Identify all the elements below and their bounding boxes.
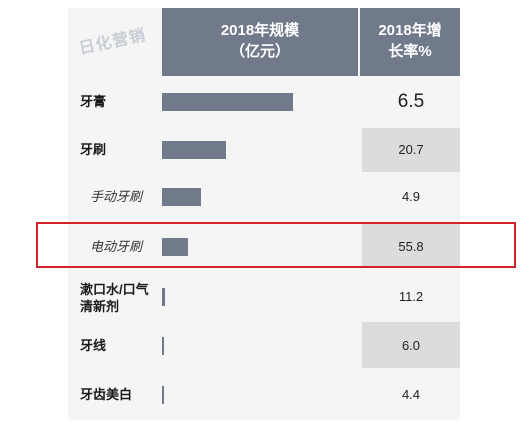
- bar-scale: [162, 337, 164, 355]
- category-label: 牙刷: [80, 142, 107, 157]
- category-label: 牙线: [80, 338, 107, 353]
- growth-value: 11.2: [398, 289, 424, 304]
- bar-scale: [162, 93, 293, 111]
- bar-scale: [162, 188, 201, 206]
- growth-cell-bg: [362, 322, 460, 368]
- growth-value: 4.4: [401, 387, 421, 402]
- growth-value: 6.5: [397, 91, 425, 112]
- growth-value: 20.7: [398, 142, 424, 157]
- growth-cell-bg: [362, 128, 460, 172]
- bar-scale: [162, 238, 188, 256]
- bar-scale: [162, 141, 226, 159]
- category-label: 牙膏: [80, 94, 107, 109]
- bar-scale: [162, 288, 165, 306]
- category-label: 漱口水/口气 清新剂: [80, 282, 149, 314]
- category-label: 牙齿美白: [80, 387, 133, 402]
- header-growth-label: 2018年增 长率%: [378, 22, 442, 60]
- bar-scale: [162, 386, 164, 404]
- growth-value: 55.8: [398, 239, 424, 254]
- header-growth: 2018年增 长率%: [360, 8, 460, 76]
- growth-value: 6.0: [401, 338, 421, 353]
- category-label: 手动牙刷: [90, 189, 143, 204]
- growth-value: 4.9: [401, 189, 421, 204]
- header-scale: 2018年规模 （亿元）: [162, 8, 358, 76]
- highlight-box: [36, 222, 516, 268]
- header-scale-label: 2018年规模 （亿元）: [220, 22, 300, 60]
- category-label: 电动牙刷: [90, 239, 143, 254]
- growth-cell-bg: [362, 222, 460, 268]
